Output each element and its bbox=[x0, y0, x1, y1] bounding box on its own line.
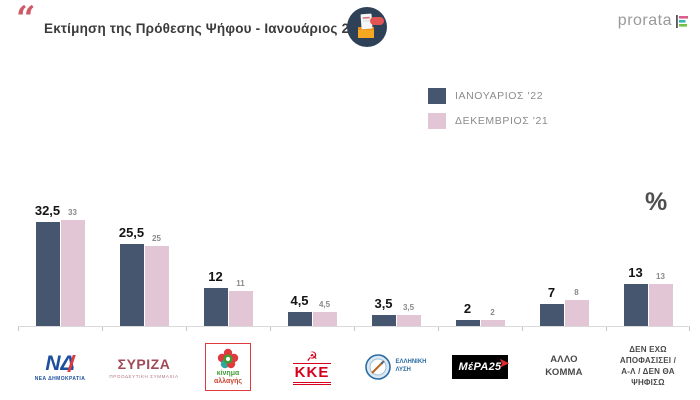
axis-tick bbox=[606, 327, 607, 331]
bar-group: 3,5 3,5 bbox=[354, 177, 438, 327]
bar-value-label: 25 bbox=[152, 234, 161, 243]
party-logo-mera25: ΜέΡΑ25 ➤ bbox=[438, 338, 522, 396]
bar-value-label: 13 bbox=[628, 265, 643, 281]
syriza-logo-text: ΣΥΡΙΖΑ bbox=[117, 355, 171, 372]
bar-previous bbox=[480, 319, 505, 326]
mera25-logo-box: ΜέΡΑ25 ➤ bbox=[451, 355, 510, 379]
party-logo-kke: ☭ ΚΚΕ bbox=[270, 338, 354, 396]
bar-current bbox=[203, 287, 228, 326]
bar-current bbox=[371, 314, 396, 326]
undecided-label: ΔΕΝ ΕΧΩ ΑΠΟΦΑΣΙΣΕΙ / Α-Λ / ΔΕΝ ΘΑ ΨΗΦΙΣΩ bbox=[619, 345, 677, 387]
axis-tick bbox=[438, 327, 439, 331]
bar-current bbox=[35, 222, 60, 326]
percent-unit-label: % bbox=[645, 188, 668, 216]
bar-value-label: 12 bbox=[208, 268, 223, 284]
axis-tick bbox=[18, 327, 19, 331]
prorata-logo-icon bbox=[676, 14, 688, 28]
axis-tick bbox=[270, 327, 271, 331]
bar-group: 32,5 33 bbox=[18, 177, 102, 327]
legend-label: ΙΑΝΟΥΑΡΙΟΣ '22 bbox=[455, 90, 544, 102]
kinal-logo-box: κίνημα αλλαγής bbox=[205, 343, 251, 391]
page-title: Εκτίμηση της Πρόθεσης Ψήφου - Ιανουάριος… bbox=[44, 21, 373, 36]
bar-previous bbox=[648, 284, 673, 326]
kke-logo-box: ☭ ΚΚΕ bbox=[292, 348, 332, 385]
nd-logo-subtext: ΝΕΑ ΔΗΜΟΚΡΑΤΙΑ bbox=[34, 375, 86, 382]
legend-swatch bbox=[428, 113, 446, 129]
legend: ΙΑΝΟΥΑΡΙΟΣ '22 ΔΕΚΕΜΒΡΙΟΣ '21 bbox=[428, 88, 548, 138]
category-label-allo-komma: ΑΛΛΟ ΚΟΜΜΑ bbox=[522, 338, 606, 396]
bar-chart-plot: 32,5 33 25,5 25 12 11 4,5 4,5 3,5 3,5 2 2 7 8 13 13 bbox=[18, 177, 690, 331]
bar-previous bbox=[60, 220, 85, 326]
bar-value-label: 33 bbox=[68, 208, 77, 218]
bar-value-label: 25,5 bbox=[118, 225, 145, 241]
syriza-logo-subtext: ΠΡΟΟΔΕΥΤΙΚΗ ΣΥΜΜΑΧΙΑ bbox=[109, 373, 179, 379]
bar-previous bbox=[564, 300, 589, 326]
elliniki-lysi-logo-text: ΕΛΛΗΝΙΚΗ ΛΥΣΗ bbox=[395, 359, 427, 373]
bar-previous bbox=[396, 314, 421, 326]
x-axis-line bbox=[18, 326, 690, 327]
hammer-sickle-icon: ☭ bbox=[306, 348, 318, 364]
quote-icon: “ bbox=[16, 0, 36, 39]
bar-value-label: 4,5 bbox=[290, 292, 309, 308]
axis-tick bbox=[102, 327, 103, 331]
bar-previous bbox=[312, 311, 337, 326]
axis-tick bbox=[689, 327, 690, 331]
bar-value-label: 3,5 bbox=[402, 302, 415, 312]
bar-value-label: 3,5 bbox=[374, 295, 393, 311]
bar-group: 12 11 bbox=[186, 177, 270, 327]
bar-value-label: 11 bbox=[236, 278, 245, 288]
bar-value-label: 7 bbox=[547, 284, 556, 300]
bar-current bbox=[455, 319, 480, 326]
bar-value-label: 2 bbox=[463, 300, 472, 316]
bar-current bbox=[287, 311, 312, 326]
compass-icon bbox=[365, 354, 392, 380]
party-logo-syriza: ΣΥΡΙΖΑ ΠΡΟΟΔΕΥΤΙΚΗ ΣΥΜΜΑΧΙΑ bbox=[102, 338, 186, 396]
legend-item-0: ΙΑΝΟΥΑΡΙΟΣ '22 bbox=[428, 88, 548, 104]
axis-tick bbox=[522, 327, 523, 331]
bar-value-label: 32,5 bbox=[34, 203, 61, 218]
elliniki-lysi-logo-box: ΕΛΛΗΝΙΚΗ ΛΥΣΗ bbox=[365, 354, 427, 380]
axis-tick bbox=[186, 327, 187, 331]
prorata-logo: prorata bbox=[618, 12, 690, 30]
allo-komma-label: ΑΛΛΟ ΚΟΜΜΑ bbox=[545, 354, 583, 378]
party-logo-elliniki-lysi: ΕΛΛΗΝΙΚΗ ΛΥΣΗ bbox=[354, 338, 438, 396]
bar-current bbox=[539, 303, 564, 326]
party-logo-nea-dimokratia: ΝΔ ΝΕΑ ΔΗΜΟΚΡΑΤΙΑ bbox=[18, 338, 102, 396]
legend-swatch bbox=[428, 88, 446, 104]
x-axis-category-row: ΝΔ ΝΕΑ ΔΗΜΟΚΡΑΤΙΑ ΣΥΡΙΖΑ ΠΡΟΟΔΕΥΤΙΚΗ ΣΥΜ… bbox=[18, 338, 690, 396]
kinal-logo-text: κίνημα αλλαγής bbox=[213, 370, 243, 385]
bar-group: 4,5 4,5 bbox=[270, 177, 354, 327]
bar-current bbox=[623, 284, 648, 326]
bar-current bbox=[119, 244, 144, 326]
prorata-logo-text: prorata bbox=[617, 12, 672, 29]
legend-item-1: ΔΕΚΕΜΒΡΙΟΣ '21 bbox=[428, 113, 548, 129]
nd-logo-text: ΝΔ bbox=[45, 351, 76, 375]
bar-value-label: 2 bbox=[490, 307, 495, 317]
mera25-bird-icon: ➤ bbox=[499, 356, 510, 370]
axis-tick bbox=[354, 327, 355, 331]
bar-group: 13 13 bbox=[606, 177, 690, 327]
bar-previous bbox=[144, 246, 169, 326]
bar-value-label: 8 bbox=[574, 288, 579, 298]
kinal-flower-icon bbox=[217, 349, 239, 369]
ballot-box-icon bbox=[347, 7, 387, 47]
legend-label: ΔΕΚΕΜΒΡΙΟΣ '21 bbox=[455, 115, 549, 127]
bar-value-label: 4,5 bbox=[318, 299, 331, 309]
category-label-undecided: ΔΕΝ ΕΧΩ ΑΠΟΦΑΣΙΣΕΙ / Α-Λ / ΔΕΝ ΘΑ ΨΗΦΙΣΩ bbox=[606, 338, 690, 396]
bar-value-label: 13 bbox=[656, 272, 665, 282]
kke-logo-text: ΚΚΕ bbox=[292, 362, 332, 385]
bar-previous bbox=[228, 290, 253, 326]
party-logo-kinima-allagis: κίνημα αλλαγής bbox=[186, 338, 270, 396]
bar-group: 25,5 25 bbox=[102, 177, 186, 327]
